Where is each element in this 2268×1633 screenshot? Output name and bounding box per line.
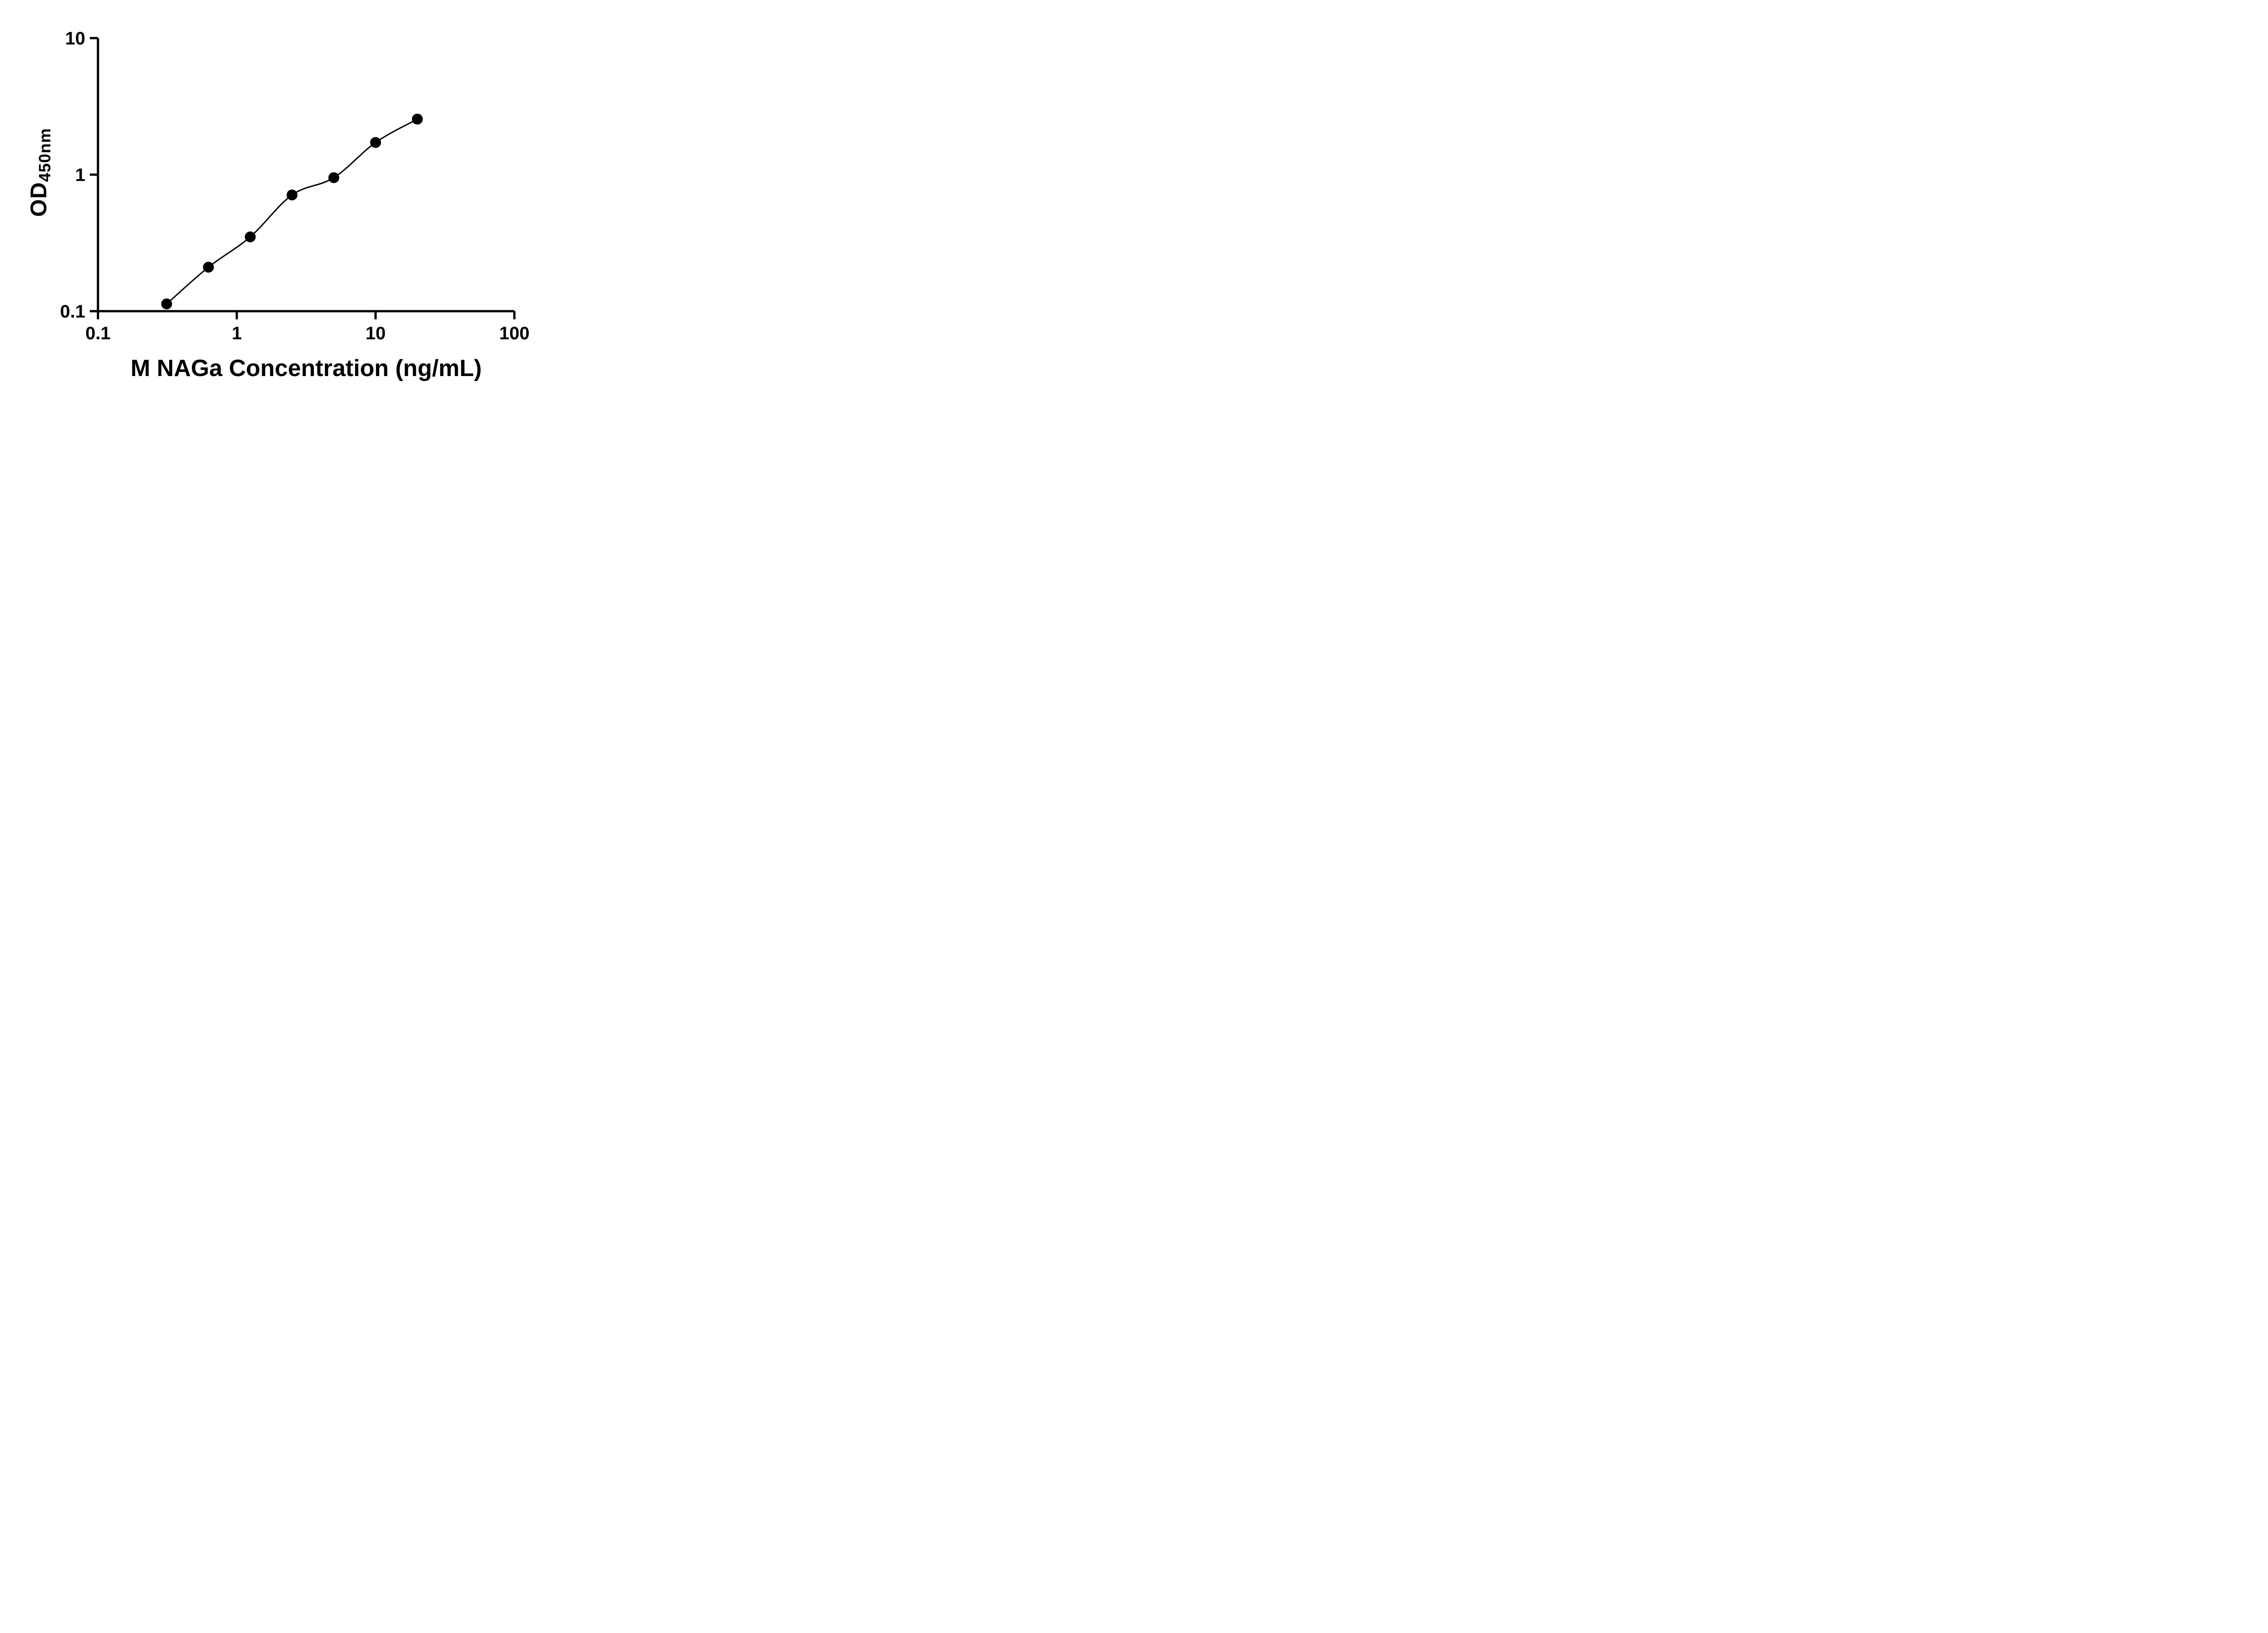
y-axis-title-main: OD (26, 182, 51, 217)
y-axis-title-subscript: 450nm (35, 127, 54, 182)
y-tick-label: 10 (65, 29, 86, 49)
data-point (161, 298, 172, 309)
y-tick-label: 1 (75, 165, 85, 185)
x-axis-title: M NAGa Concentration (ng/mL) (130, 355, 482, 381)
data-point (244, 231, 256, 243)
x-tick-label: 1 (232, 323, 242, 343)
data-point (370, 137, 381, 148)
data-point (412, 113, 423, 125)
fit-line (166, 118, 418, 305)
y-axis-title: OD450nm (26, 128, 54, 217)
data-point (286, 189, 298, 200)
x-tick-label: 100 (499, 323, 530, 343)
data-point (203, 262, 214, 273)
elisa-standard-curve-page: 0.1 1 10 100 0.1 1 10 OD450nm M NAGa Concentra… (0, 0, 571, 408)
x-tick-label: 10 (366, 323, 386, 343)
axes-spine (97, 38, 514, 313)
x-tick-label: 0.1 (85, 323, 111, 343)
data-point (328, 172, 339, 183)
y-tick-label: 0.1 (60, 302, 85, 322)
standard-curve-chart: 0.1 1 10 100 0.1 1 10 (60, 29, 530, 343)
